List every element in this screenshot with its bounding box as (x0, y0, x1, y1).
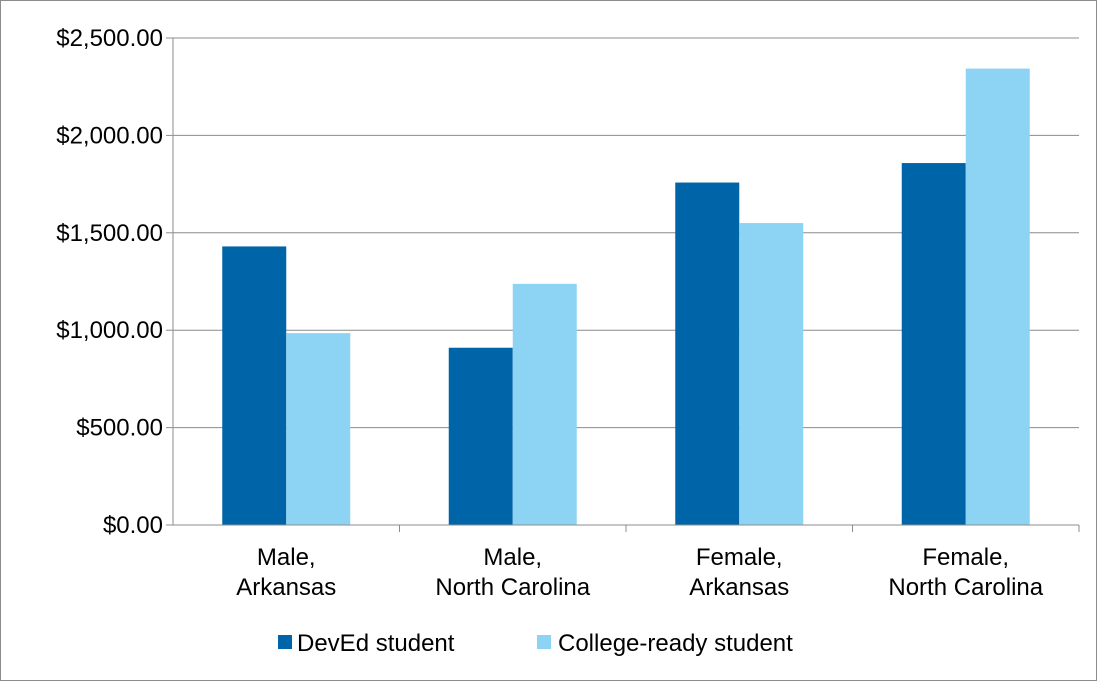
bars (222, 68, 1030, 526)
y-tick-label: $1,500.00 (56, 220, 163, 247)
bar (222, 246, 287, 525)
x-category-label: Male, (483, 544, 542, 571)
bar (675, 182, 740, 525)
legend-swatch (537, 635, 551, 649)
y-tick-labels: $0.00 $500.00 $1,000.00 $1,500.00 $2,000.00 $… (56, 25, 163, 539)
x-category-label: North Carolina (435, 574, 590, 601)
x-category-label: Female, (922, 544, 1009, 571)
bar (286, 333, 351, 525)
legend: DevEd student College-ready student (278, 630, 793, 657)
y-tick-label: $2,000.00 (56, 122, 163, 149)
bar (965, 68, 1030, 525)
x-category-label: Male, (257, 544, 316, 571)
bar (512, 283, 577, 525)
y-tick-label: $1,000.00 (56, 317, 163, 344)
x-category-label: Arkansas (236, 574, 336, 601)
legend-label: College-ready student (558, 630, 793, 657)
axes (166, 37, 1080, 532)
bar (901, 163, 966, 526)
bar (448, 347, 513, 525)
x-category-label: North Carolina (888, 574, 1043, 601)
x-category-labels: Male, Arkansas Male, North Carolina Female, A… (236, 544, 1044, 601)
x-category-label: Arkansas (689, 574, 789, 601)
y-tick-label: $500.00 (76, 415, 163, 442)
legend-label: DevEd student (297, 630, 455, 657)
legend-swatch (278, 635, 292, 649)
bar (739, 223, 804, 525)
y-tick-label: $0.00 (103, 512, 163, 539)
x-category-label: Female, (696, 544, 783, 571)
y-tick-label: $2,500.00 (56, 25, 163, 52)
